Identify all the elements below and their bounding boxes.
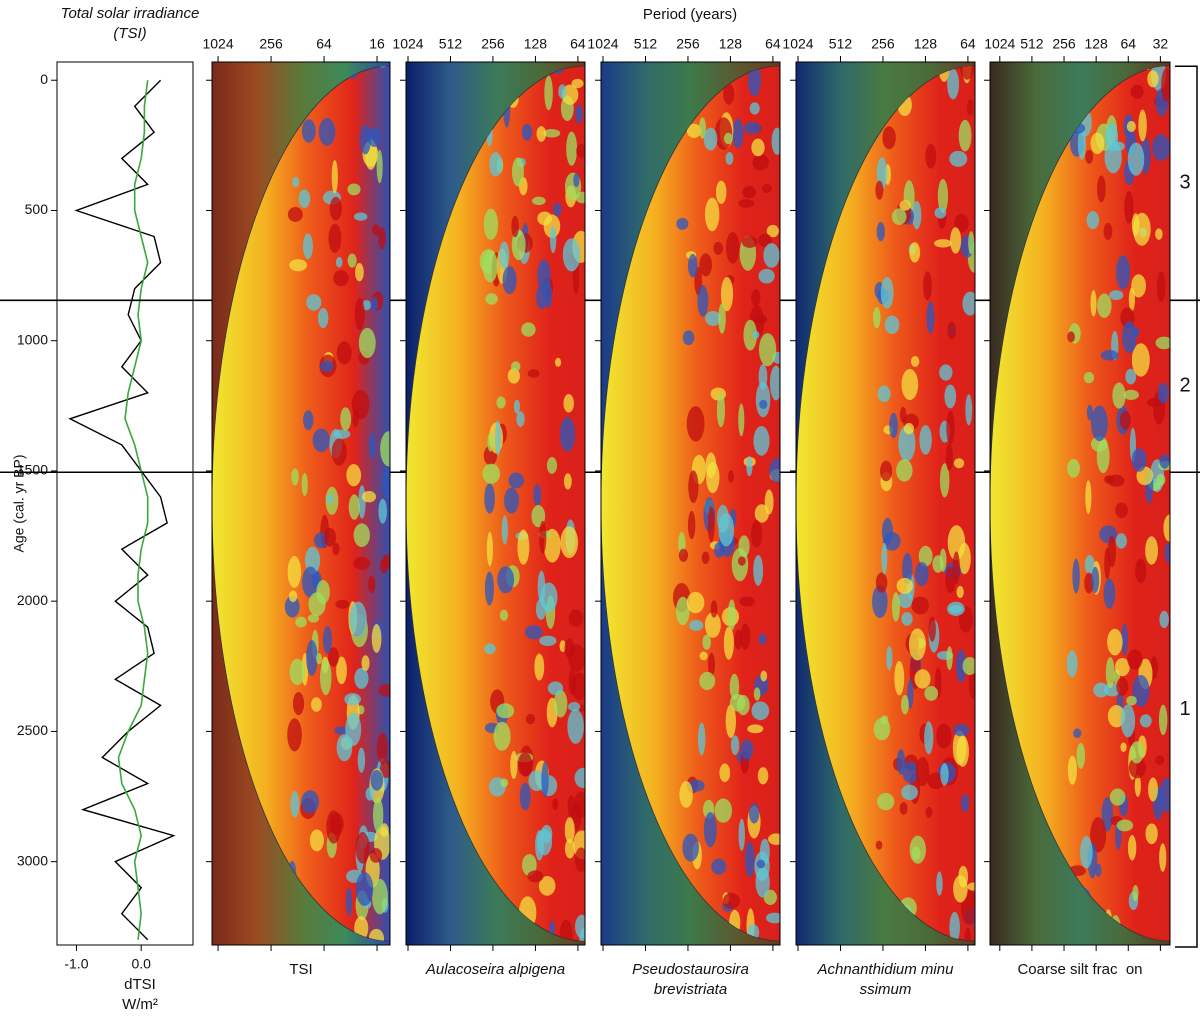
plot-frame [56,61,194,946]
panel-frame [211,61,391,946]
x-tick-label: 64 [960,36,976,52]
y-tick-label: 2500 [17,722,48,738]
x-tick-label: 0.0 [131,956,151,972]
x-tick-label: 16 [369,36,385,52]
data-line [117,80,149,940]
y-axis-label: Age (cal. yr BP) [11,454,27,552]
y-tick-label: 2000 [17,592,48,608]
x-axis-label: dTSI [124,976,156,993]
x-tick-label: 256 [481,36,505,52]
x-tick-label: 128 [914,36,938,52]
x-tick-label: 1024 [202,36,233,52]
x-tick-label: 512 [634,36,658,52]
zone-label: 2 [1179,375,1190,397]
x-tick-label: 512 [1020,36,1044,52]
x-tick-label: 1024 [782,36,813,52]
zone-label: 3 [1179,172,1190,194]
x-tick-label: 256 [871,36,895,52]
wavelet-texture [284,66,390,941]
panel-label: TSI [289,961,313,978]
panel-label: Aulacoseira alpigena [425,961,566,978]
zone-label: 1 [1179,698,1190,720]
x-tick-label: 256 [676,36,700,52]
panel-frame [795,61,976,946]
x-tick-label: 64 [570,36,586,52]
x-tick-label: 1024 [587,36,618,52]
panel-label: Achnanthidium minu ssimum [817,961,962,998]
panel-label: Coarse silt frac on [1017,961,1143,978]
x-tick-label: 64 [316,36,332,52]
panel-frame [405,61,586,946]
x-tick-label: -1.0 [64,956,88,972]
x-tick-label: 64 [1120,36,1136,52]
y-tick-label: 1000 [17,331,48,347]
x-tick-label: 128 [524,36,548,52]
y-tick-label: 500 [25,201,49,217]
y-tick-label: 1500 [17,462,48,478]
wavelet-texture [479,66,585,941]
x-tick-label: 512 [439,36,463,52]
panel-frame [989,61,1171,946]
x-tick-label: 32 [1153,36,1169,52]
x-tick-label: 1024 [392,36,423,52]
data-line [68,79,176,941]
panel-label: Pseudostaurosira brevistriata [632,961,754,998]
x-tick-label: 256 [1052,36,1076,52]
x-tick-label: 128 [1084,36,1108,52]
panel-frame [600,61,781,946]
x-tick-label: 64 [765,36,781,52]
top-axis-title: Period (years) [642,6,738,23]
panel-title: Total solar irradiance (TSI) [60,5,204,42]
y-tick-label: 3000 [17,852,48,868]
x-tick-label: 128 [719,36,743,52]
x-tick-label: 1024 [984,36,1015,52]
x-tick-label: 512 [829,36,853,52]
y-tick-label: 0 [40,71,48,87]
zone-bracket [1175,65,1198,948]
x-tick-label: 256 [259,36,283,52]
x-axis-unit: W/m² [122,996,158,1013]
